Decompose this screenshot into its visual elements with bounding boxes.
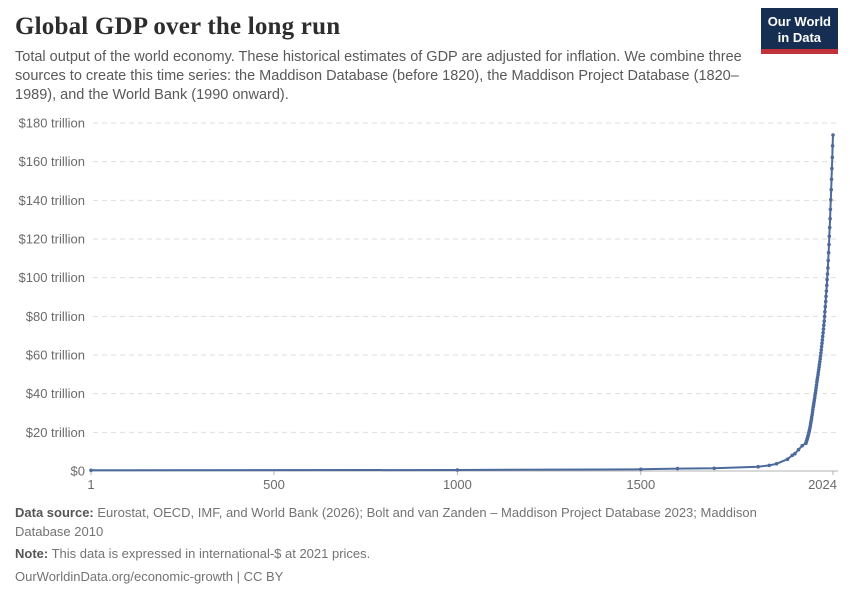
data-point[interactable]: [819, 351, 823, 355]
data-point[interactable]: [823, 299, 828, 304]
y-tick-label: $80 trillion: [26, 309, 85, 324]
data-point[interactable]: [828, 216, 832, 221]
data-point[interactable]: [818, 360, 822, 364]
data-source-label: Data source:: [15, 505, 94, 520]
x-tick-label: 1500: [626, 477, 655, 492]
license-label: CC BY: [243, 568, 284, 584]
owid-logo-line2: in Data: [777, 29, 822, 45]
data-point[interactable]: [790, 453, 795, 458]
x-tick-label: 1000: [443, 477, 472, 492]
data-point[interactable]: [831, 133, 835, 137]
data-point[interactable]: [774, 462, 779, 466]
data-point[interactable]: [820, 338, 825, 342]
data-point[interactable]: [822, 323, 826, 327]
data-point[interactable]: [822, 319, 826, 323]
data-point[interactable]: [785, 457, 790, 462]
gdp-line-chart[interactable]: $0 $20 trillion $40 trillion $60 trillion $8…: [0, 111, 850, 496]
chart-subtitle: Total output of the world economy. These…: [15, 49, 742, 103]
data-point[interactable]: [824, 289, 829, 293]
data-point[interactable]: [455, 468, 460, 472]
x-tick-label: 2024: [808, 477, 837, 492]
data-point[interactable]: [824, 294, 828, 299]
data-point[interactable]: [829, 198, 833, 202]
data-point[interactable]: [826, 266, 830, 270]
note-line: Note: This data is expressed in internat…: [15, 545, 815, 564]
data-point[interactable]: [830, 144, 835, 148]
data-point[interactable]: [821, 327, 826, 331]
note-text: This data is expressed in international-…: [48, 546, 371, 561]
data-point[interactable]: [816, 368, 821, 372]
y-tick-label: $0: [71, 464, 85, 479]
data-point[interactable]: [822, 314, 827, 319]
data-point[interactable]: [767, 463, 771, 468]
data-point[interactable]: [712, 466, 716, 471]
data-source-line: Data source: Eurostat, OECD, IMF, and Wo…: [15, 504, 815, 541]
x-tick-label: 500: [263, 477, 285, 492]
owid-logo-line1: Our World: [767, 14, 831, 29]
data-point[interactable]: [819, 348, 824, 352]
x-tick-label: 1: [87, 477, 94, 492]
data-point[interactable]: [826, 258, 830, 263]
y-tick-label: $140 trillion: [19, 193, 86, 208]
page-title: Global GDP over the long run: [15, 13, 341, 40]
data-point[interactable]: [828, 207, 833, 212]
data-point[interactable]: [829, 187, 833, 192]
y-tick-label: $180 trillion: [19, 116, 86, 131]
separator: |: [232, 568, 244, 584]
data-point[interactable]: [819, 344, 824, 349]
chart-footer: Data source: Eurostat, OECD, IMF, and Wo…: [0, 504, 850, 586]
data-point[interactable]: [821, 331, 825, 335]
y-tick-label: $60 trillion: [26, 348, 85, 363]
data-point[interactable]: [825, 277, 829, 282]
data-point[interactable]: [827, 234, 832, 239]
data-point[interactable]: [89, 468, 93, 473]
data-point[interactable]: [825, 283, 829, 288]
data-point[interactable]: [830, 166, 834, 171]
attribution-line: OurWorldinData.org/economic-growth | CC …: [15, 568, 815, 587]
data-point[interactable]: [823, 309, 827, 314]
data-point[interactable]: [756, 464, 760, 469]
data-point[interactable]: [811, 407, 815, 412]
data-point[interactable]: [814, 388, 818, 393]
data-point[interactable]: [810, 410, 815, 415]
data-point[interactable]: [829, 177, 834, 182]
data-point[interactable]: [796, 447, 801, 452]
data-point[interactable]: [800, 443, 804, 448]
data-point[interactable]: [818, 354, 823, 358]
y-tick-label: $120 trillion: [19, 232, 86, 247]
data-point[interactable]: [793, 451, 797, 456]
data-point[interactable]: [639, 467, 643, 472]
data-point[interactable]: [825, 272, 830, 276]
owid-logo[interactable]: Our World in Data: [760, 8, 838, 54]
note-label: Note:: [15, 546, 49, 561]
data-source-text: Eurostat, OECD, IMF, and World Bank (202…: [15, 505, 757, 539]
data-point[interactable]: [814, 383, 819, 387]
data-point[interactable]: [827, 242, 831, 247]
data-point[interactable]: [675, 466, 680, 471]
data-point[interactable]: [817, 362, 822, 367]
data-point[interactable]: [820, 334, 825, 339]
data-point[interactable]: [817, 365, 821, 369]
gdp-data-line: [90, 134, 834, 472]
data-point[interactable]: [818, 357, 822, 361]
y-tick-label: $20 trillion: [26, 425, 85, 440]
data-point[interactable]: [814, 385, 818, 390]
y-tick-label: $40 trillion: [26, 386, 85, 401]
data-point[interactable]: [826, 250, 831, 255]
data-point[interactable]: [830, 155, 835, 160]
owid-url-link[interactable]: OurWorldinData.org/economic-growth: [15, 568, 233, 584]
data-point[interactable]: [823, 304, 828, 309]
y-tick-label: $100 trillion: [19, 270, 86, 285]
y-tick-label: $160 trillion: [19, 154, 86, 169]
data-point[interactable]: [827, 225, 832, 230]
chart-header: Global GDP over the long run Total outpu…: [0, 0, 850, 105]
data-point[interactable]: [820, 341, 824, 345]
